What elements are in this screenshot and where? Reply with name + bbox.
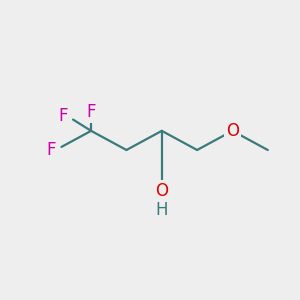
Text: F: F xyxy=(58,107,68,125)
Text: O: O xyxy=(155,182,168,200)
Text: O: O xyxy=(226,122,239,140)
Text: F: F xyxy=(86,103,96,121)
Text: H: H xyxy=(155,201,168,219)
Text: F: F xyxy=(46,141,56,159)
